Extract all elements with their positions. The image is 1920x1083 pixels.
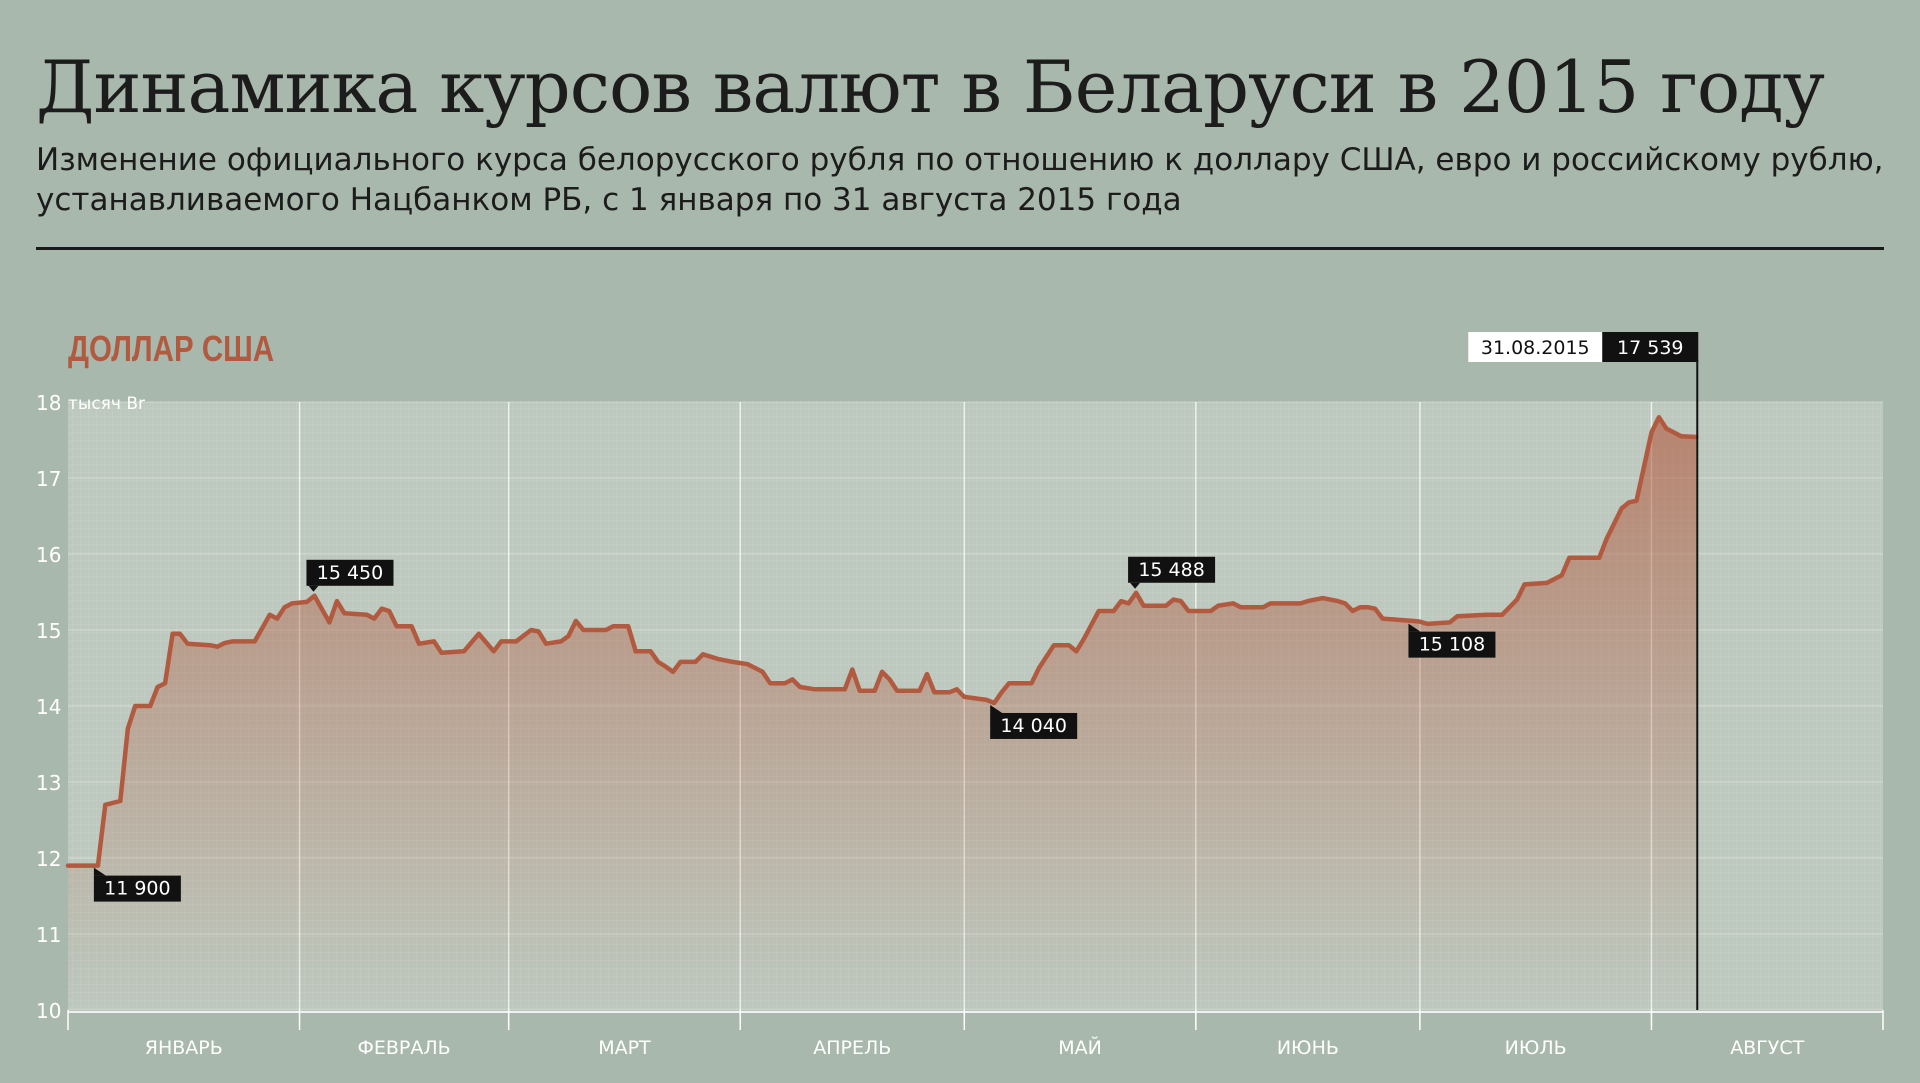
callout-box	[990, 712, 1078, 739]
callouts: 11 900 15 450 14 040 15 488 15 108	[93, 556, 1496, 902]
callout-pointer	[1130, 582, 1141, 589]
callout-box	[306, 559, 394, 586]
series-title: ДОЛЛАР США	[68, 328, 274, 368]
month-label: АПРЕЛЬ	[813, 1037, 891, 1059]
y-axis-ticks: 10 11 12 13 14 15 16 17 18 тысяч Br	[36, 391, 145, 1023]
callout-pointer	[1408, 623, 1421, 632]
final-value: 31.08.2015 17 539	[1468, 332, 1699, 1010]
final-date-label: 31.08.2015	[1481, 337, 1590, 359]
y-tick-label: 11	[36, 923, 61, 947]
callout-label: 11 900	[104, 878, 170, 900]
y-tick-label: 15	[36, 619, 61, 643]
final-value-label: 17 539	[1617, 337, 1683, 359]
final-value-box	[1602, 332, 1699, 362]
callout-pointer	[93, 867, 106, 876]
month-label: АВГУСТ	[1730, 1037, 1804, 1059]
month-label: ФЕВРАЛЬ	[358, 1037, 451, 1059]
callout-label: 15 488	[1138, 559, 1204, 581]
month-label: ИЮЛЬ	[1505, 1037, 1567, 1059]
x-axis-months: ЯНВАРЬ ФЕВРАЛЬ МАРТ АПРЕЛЬ МАЙ ИЮНЬ ИЮЛЬ АВГУСТ	[67, 1010, 1884, 1059]
y-tick-label: 18	[36, 391, 61, 415]
month-label: МАРТ	[598, 1037, 651, 1059]
callout-box	[1128, 556, 1216, 583]
callout: 15 488	[1128, 556, 1216, 589]
callout: 15 108	[1408, 623, 1496, 658]
usd-line	[65, 414, 1699, 868]
y-unit-label: тысяч Br	[68, 394, 145, 414]
month-label: ИЮНЬ	[1277, 1037, 1339, 1059]
y-tick-label: 17	[36, 467, 61, 491]
callout: 15 450	[306, 559, 394, 592]
page-title: Динамика курсов валют в Беларуси в 2015 …	[36, 45, 1825, 129]
callout-box	[93, 875, 181, 902]
callout-pointer	[308, 585, 319, 592]
callout-label: 14 040	[1000, 715, 1066, 737]
callout-label: 15 108	[1419, 634, 1485, 656]
callout: 11 900	[93, 867, 181, 902]
y-tick-label: 14	[36, 695, 61, 719]
callout-pointer	[990, 704, 1003, 713]
final-date-box	[1468, 332, 1603, 362]
y-tick-label: 13	[36, 771, 61, 795]
callout-label: 15 450	[317, 562, 383, 584]
area-layer	[65, 414, 1699, 1010]
month-label: ЯНВАРЬ	[145, 1037, 223, 1059]
callout-box	[1408, 631, 1496, 658]
y-tick-label: 10	[36, 999, 61, 1023]
header-divider	[36, 247, 1884, 250]
usd-area-fill	[68, 417, 1697, 1010]
callout: 14 040	[990, 704, 1078, 739]
y-tick-label: 16	[36, 543, 61, 567]
month-label: МАЙ	[1058, 1036, 1102, 1059]
page-subtitle: Изменение официального курса белорусског…	[36, 142, 1884, 218]
y-tick-label: 12	[36, 847, 61, 871]
